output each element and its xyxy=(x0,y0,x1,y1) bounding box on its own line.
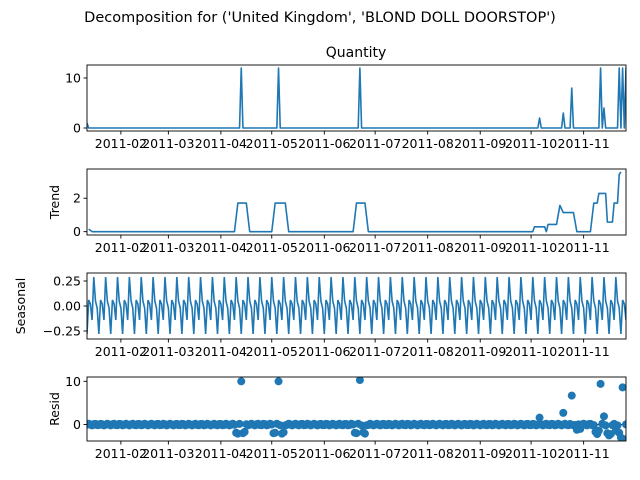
resid-point xyxy=(355,377,364,385)
trend-xtick-label: 2011-08 xyxy=(402,240,454,255)
trend-xtick-label: 2011-04 xyxy=(195,240,247,255)
resid-point xyxy=(271,428,280,437)
resid-point xyxy=(235,419,244,428)
resid-point xyxy=(576,424,585,433)
resid-ylabel: Resid xyxy=(47,392,62,426)
resid-point xyxy=(599,412,608,421)
observed-axes-frame xyxy=(86,64,627,132)
trend-xtick-label: 2011-02 xyxy=(95,240,147,255)
observed-xtick-label: 2011-10 xyxy=(505,136,557,151)
trend-xtick-label: 2011-09 xyxy=(454,240,506,255)
seasonal-xtick-label: 2011-04 xyxy=(195,344,247,359)
observed-xtick-label: 2011-08 xyxy=(402,136,454,151)
seasonal-ytick-label: 0.00 xyxy=(53,299,81,314)
resid-xtick-label: 2011-10 xyxy=(505,446,557,461)
resid-point xyxy=(601,421,610,430)
resid-point xyxy=(352,429,361,438)
figure-title: Decomposition for ('United Kingdom', 'BL… xyxy=(84,10,556,26)
observed-xtick-label: 2011-02 xyxy=(95,136,147,151)
resid-ytick-label: 0 xyxy=(73,417,81,432)
resid-xtick-label: 2011-09 xyxy=(454,446,506,461)
seasonal-xtick-label: 2011-05 xyxy=(246,344,298,359)
resid-point xyxy=(240,427,249,436)
seasonal-xtick-label: 2011-11 xyxy=(558,344,610,359)
resid-xtick-label: 2011-04 xyxy=(195,446,247,461)
observed-xtick-label: 2011-03 xyxy=(142,136,194,151)
seasonal-series xyxy=(87,276,626,335)
seasonal-xtick-label: 2011-06 xyxy=(298,344,350,359)
trend-xtick-label: 2011-07 xyxy=(349,240,401,255)
resid-point xyxy=(360,429,369,438)
trend-line xyxy=(88,171,622,233)
observed-xtick-label: 2011-09 xyxy=(454,136,506,151)
seasonal-xtick-label: 2011-07 xyxy=(349,344,401,359)
resid-xtick-label: 2011-05 xyxy=(246,446,298,461)
seasonal-ytick-label: 0.25 xyxy=(53,274,81,289)
seasonal-xtick-label: 2011-08 xyxy=(402,344,454,359)
seasonal-xtick-label: 2011-02 xyxy=(95,344,147,359)
resid-xtick-label: 2011-06 xyxy=(298,446,350,461)
resid-series xyxy=(87,377,626,441)
resid-point xyxy=(594,426,603,435)
resid-point xyxy=(237,377,246,386)
observed-line xyxy=(87,67,626,129)
resid-point xyxy=(589,421,598,430)
resid-xtick-label: 2011-02 xyxy=(95,446,147,461)
observed-xtick-label: 2011-07 xyxy=(349,136,401,151)
observed-xtick-label: 2011-05 xyxy=(246,136,298,151)
seasonal-line xyxy=(87,276,626,335)
seasonal-xtick-label: 2011-10 xyxy=(505,344,557,359)
trend-xtick-label: 2011-10 xyxy=(505,240,557,255)
seasonal-ytick-label: −0.25 xyxy=(43,324,81,339)
trend-xtick-label: 2011-11 xyxy=(558,240,610,255)
resid-point xyxy=(622,420,626,429)
seasonal-ylabel: Seasonal xyxy=(13,278,28,335)
observed-ytick-label: 0 xyxy=(73,121,81,136)
resid-point xyxy=(535,413,544,422)
resid-point xyxy=(620,435,626,441)
resid-xtick-label: 2011-07 xyxy=(349,446,401,461)
observed-panel-title: Quantity xyxy=(326,45,387,61)
trend-ylabel: Trend xyxy=(47,185,62,220)
resid-ytick-label: 10 xyxy=(65,374,81,389)
seasonal-xtick-label: 2011-09 xyxy=(454,344,506,359)
observed-xtick-label: 2011-04 xyxy=(195,136,247,151)
resid-point xyxy=(596,379,605,388)
resid-point xyxy=(567,391,576,400)
resid-point xyxy=(618,383,626,392)
resid-xtick-label: 2011-08 xyxy=(402,446,454,461)
trend-xtick-label: 2011-05 xyxy=(246,240,298,255)
trend-axes-frame xyxy=(86,168,627,236)
resid-xtick-label: 2011-11 xyxy=(558,446,610,461)
observed-series xyxy=(87,67,626,129)
seasonal-xtick-label: 2011-03 xyxy=(142,344,194,359)
resid-point xyxy=(274,377,283,386)
observed-ytick-label: 10 xyxy=(65,71,81,86)
observed-xtick-label: 2011-06 xyxy=(298,136,350,151)
resid-point xyxy=(279,428,288,437)
resid-axes-frame xyxy=(86,376,627,442)
trend-xtick-label: 2011-06 xyxy=(298,240,350,255)
trend-ytick-label: 2 xyxy=(73,191,81,206)
trend-xtick-label: 2011-03 xyxy=(142,240,194,255)
resid-xtick-label: 2011-03 xyxy=(142,446,194,461)
trend-series xyxy=(88,171,622,233)
observed-xtick-label: 2011-11 xyxy=(558,136,610,151)
trend-ytick-label: 0 xyxy=(73,224,81,239)
resid-point xyxy=(559,408,568,417)
